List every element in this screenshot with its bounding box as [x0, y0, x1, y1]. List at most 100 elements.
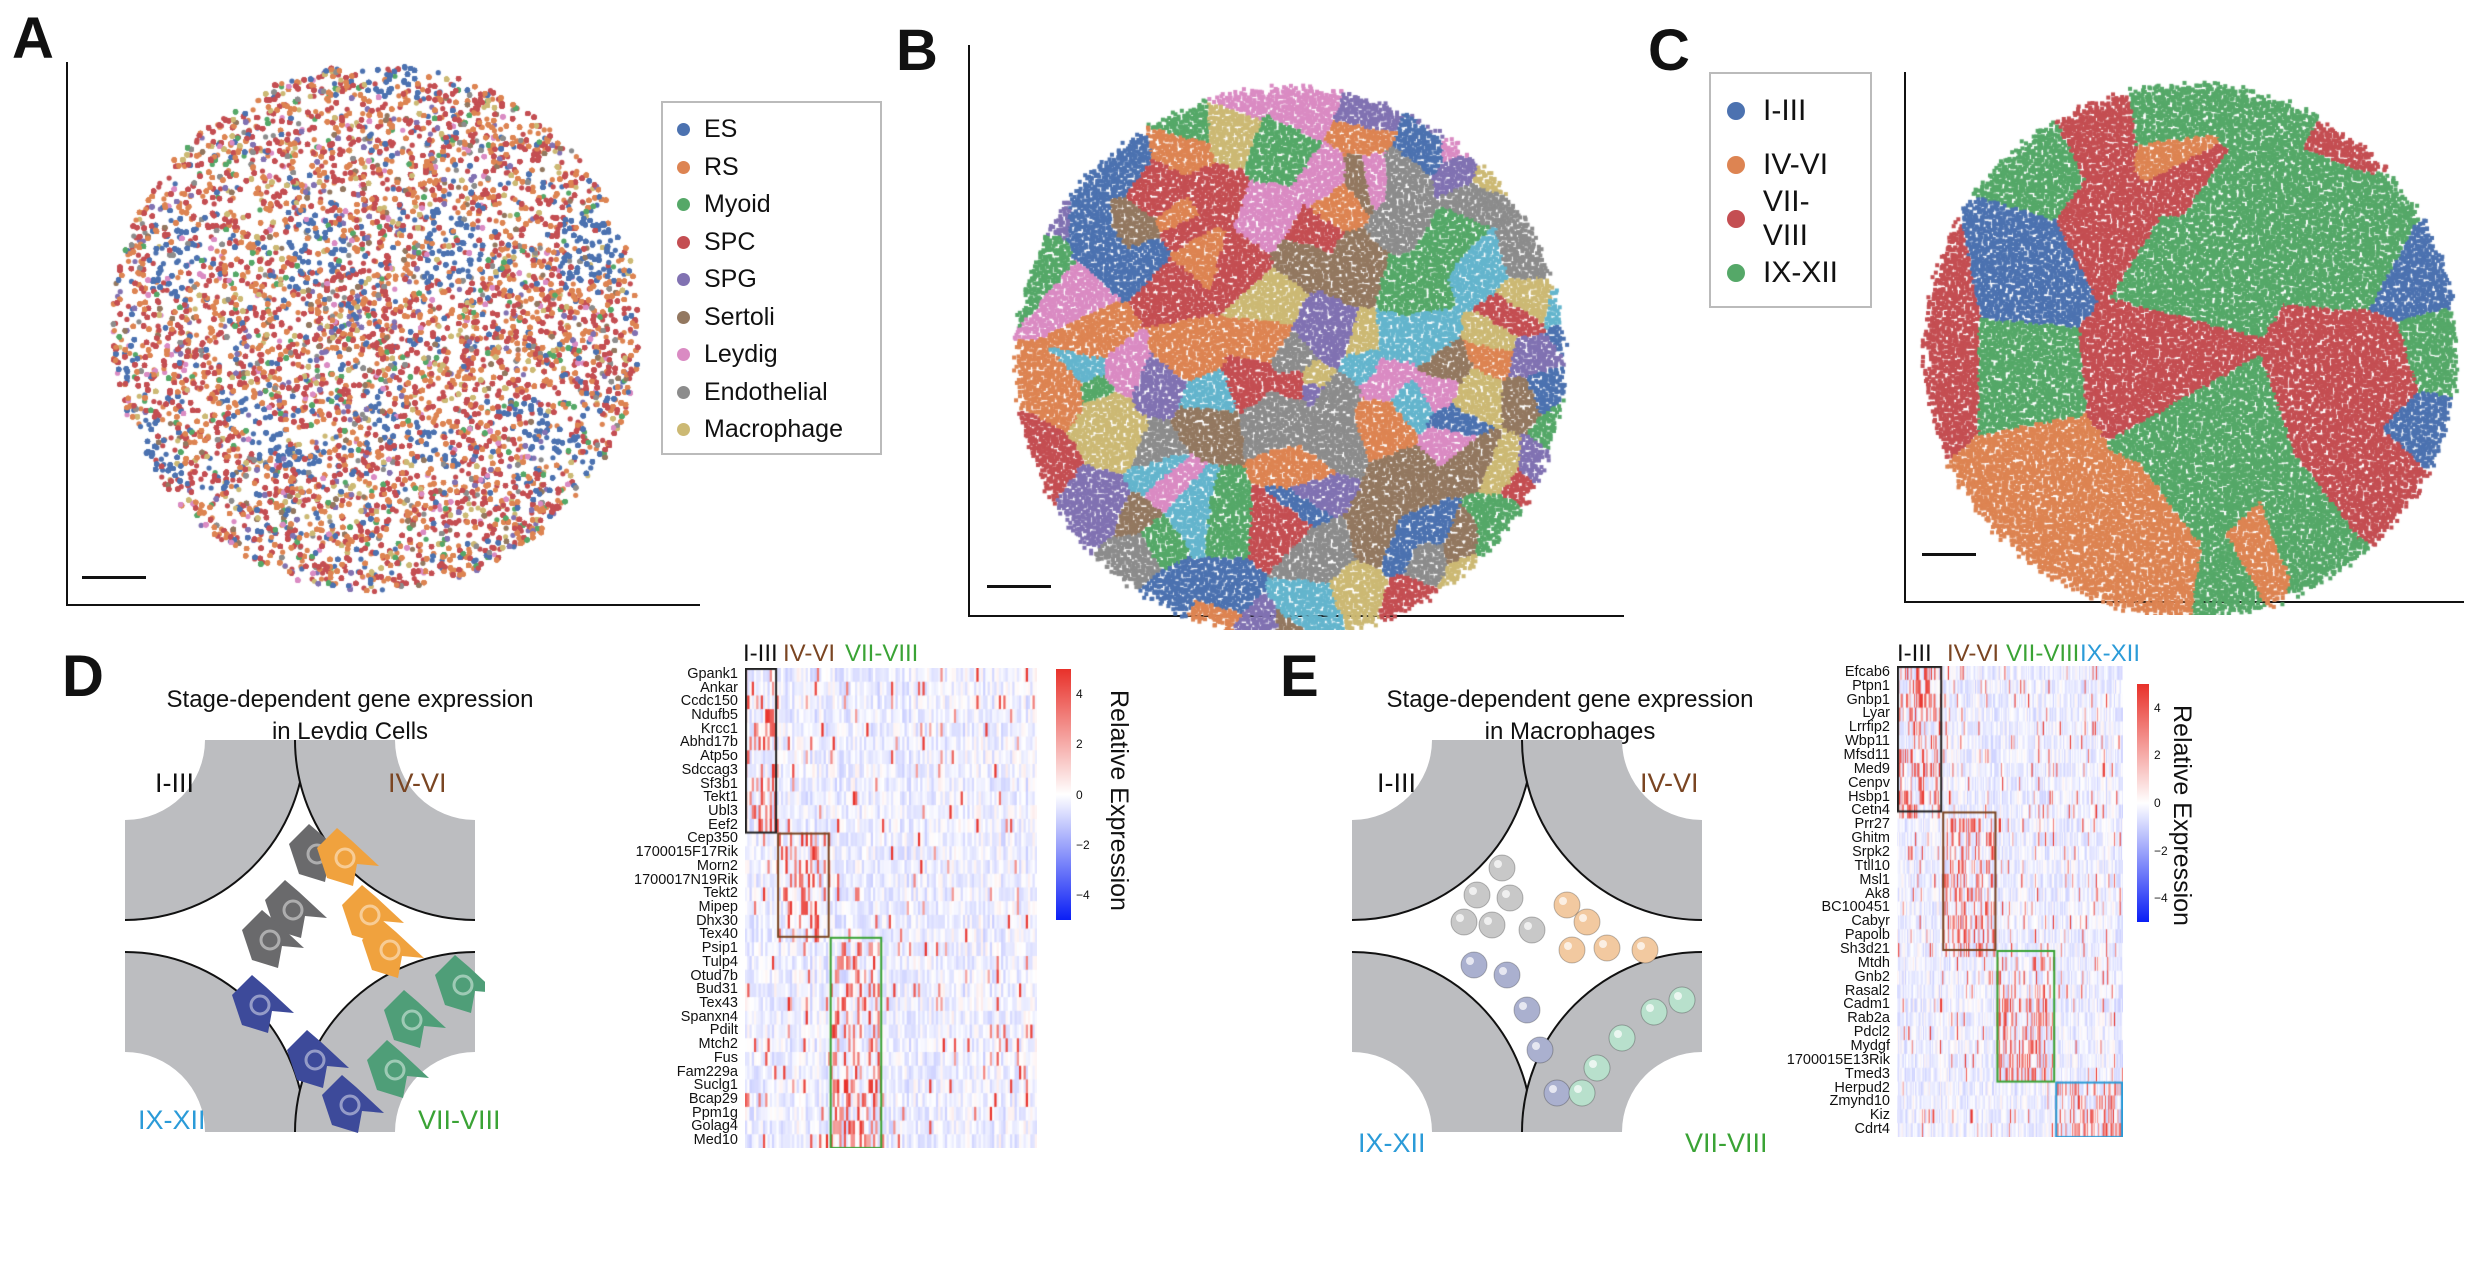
- cell-highlight: [1589, 1060, 1597, 1068]
- panel-d-stage-vii-viii: VII-VIII: [418, 1105, 501, 1135]
- panel-d-heatmap: [745, 668, 1037, 1148]
- panel-label-d: D: [62, 644, 104, 709]
- leydig-cell-icon: [265, 880, 327, 938]
- legend-label: Myoid: [704, 190, 771, 219]
- gene-label: Sdccag3: [681, 761, 738, 778]
- macrophage-cell-icon: [1558, 936, 1586, 964]
- gene-label: Pdcl2: [1853, 1024, 1890, 1041]
- gene-label: Srpk2: [1852, 844, 1890, 860]
- tubule-boundary: [1521, 740, 1703, 921]
- gene-label: Cabyr: [1851, 913, 1890, 930]
- legend-item: Endothelial: [677, 374, 866, 412]
- gene-label: Sh3d21: [1840, 940, 1890, 957]
- legend-marker-icon: [1727, 264, 1745, 282]
- leydig-cell-icon: [322, 1075, 384, 1133]
- legend-label: Macrophage: [704, 415, 843, 444]
- gene-label: Lyar: [1862, 705, 1890, 722]
- legend-item: SPC: [677, 224, 866, 262]
- legend-label: Leydig: [704, 340, 778, 369]
- colorbar-tick: 0: [1076, 787, 1083, 802]
- gene-label: Bcap29: [688, 1091, 738, 1107]
- cell-highlight: [1599, 940, 1607, 948]
- colorbar-tick: 4: [1076, 687, 1083, 702]
- gene-label: Fus: [713, 1049, 738, 1066]
- gene-label: Tekt1: [703, 789, 738, 806]
- gene-label: 1700015E13Rik: [1786, 1051, 1890, 1068]
- tubule-boundary: [294, 951, 476, 1133]
- cell-highlight: [1614, 1030, 1622, 1038]
- macrophage-cell-icon: [1463, 881, 1491, 909]
- gene-label: Cadm1: [1843, 996, 1890, 1013]
- cell-highlight: [1532, 1042, 1540, 1050]
- gene-label: Tulp4: [702, 953, 738, 970]
- legend-marker-icon: [677, 235, 690, 249]
- gene-label: Hsbp1: [1848, 788, 1890, 805]
- legend-label: SPG: [704, 265, 757, 294]
- gene-label: Suclg1: [693, 1077, 738, 1094]
- gene-label: Cenpv: [1848, 774, 1890, 791]
- panel-a-scale-bar: [82, 576, 146, 579]
- legend-marker-icon: [677, 160, 690, 174]
- gene-label: Dhx30: [696, 912, 738, 929]
- panel-d-leydig-diagram: [125, 740, 485, 1133]
- macrophage-cell-icon: [1450, 908, 1478, 936]
- gene-label: Ghitm: [1851, 830, 1890, 847]
- panel-a-cell-type-scatter: [100, 60, 660, 600]
- panel-d-stage-iv-vi: IV-VI: [388, 768, 447, 798]
- panel-e-heatmap: [1897, 666, 2123, 1137]
- panel-d-gene-labels: Gpank1 Ankar Ccdc150 Ndufb5 Krcc1 Abhd17b Atp5…: [580, 667, 738, 1149]
- cell-highlight: [1674, 992, 1682, 1000]
- gene-label: Med10: [693, 1132, 738, 1149]
- panel-e-title-line1: Stage-dependent gene expression: [1386, 686, 1754, 713]
- seminiferous-tubule: [1352, 740, 1532, 920]
- legend-label: VII-VIII: [1762, 185, 1810, 252]
- gene-label: Efcab6: [1844, 663, 1890, 680]
- legend-marker-icon: [677, 385, 690, 399]
- gene-label: Tex40: [699, 926, 738, 943]
- panel-c-legend: I-III IV-VI VII-VIII IX-XII: [1709, 72, 1872, 308]
- gene-label: Lrrfip2: [1848, 719, 1890, 736]
- panel-a-y-axis: [66, 62, 68, 606]
- gene-label: Med9: [1853, 760, 1890, 777]
- colorbar-tick: −4: [1076, 887, 1090, 902]
- gene-label: BC100451: [1821, 899, 1890, 916]
- gene-label: Ubl3: [708, 803, 738, 819]
- panel-d-colorbar: [1056, 669, 1071, 920]
- heatmap-stage-header: I-III: [743, 640, 778, 667]
- macrophage-cell-icon: [1493, 961, 1521, 989]
- cell-highlight: [1494, 860, 1502, 868]
- macrophage-cell-icon: [1496, 884, 1524, 912]
- gene-label: Psip1: [701, 940, 738, 957]
- seminiferous-tubule: [295, 740, 475, 920]
- panel-e-colorbar: [2137, 684, 2149, 922]
- heatmap-stage-header: IV-VI: [1947, 640, 2000, 667]
- cell-highlight: [1499, 967, 1507, 975]
- cell-highlight: [1456, 914, 1464, 922]
- legend-item: IV-VI: [1727, 138, 1854, 192]
- legend-item: Macrophage: [677, 411, 866, 449]
- gene-label: Tekt2: [703, 885, 738, 902]
- leydig-cell-icon: [232, 975, 294, 1033]
- gene-label: Golag4: [691, 1118, 738, 1135]
- macrophage-cell-icon: [1593, 934, 1621, 962]
- legend-marker-icon: [677, 198, 690, 212]
- leydig-cell-icon: [342, 885, 404, 943]
- gene-label: Mfsd11: [1843, 747, 1890, 764]
- leydig-cell-icon: [362, 920, 424, 978]
- leydig-cell-icon: [287, 1030, 349, 1088]
- macrophage-cell-icon: [1583, 1054, 1611, 1082]
- legend-marker-icon: [677, 423, 690, 437]
- colorbar-tick: −2: [1076, 837, 1090, 852]
- legend-label: RS: [704, 152, 739, 181]
- legend-label: IX-XII: [1763, 256, 1839, 289]
- macrophage-cell-icon: [1573, 908, 1601, 936]
- gene-label: Msl1: [1859, 871, 1890, 888]
- panel-c-stage-scatter: [1910, 75, 2470, 615]
- leydig-cell-icon: [242, 910, 304, 968]
- panel-d-stage-ix-xii: IX-XII: [138, 1105, 206, 1135]
- legend-item: Myoid: [677, 186, 866, 224]
- panel-e-stage-ix-xii: IX-XII: [1358, 1128, 1426, 1158]
- legend-label: SPC: [704, 227, 756, 256]
- legend-item: Sertoli: [677, 299, 866, 337]
- cell-highlight: [1549, 1085, 1557, 1093]
